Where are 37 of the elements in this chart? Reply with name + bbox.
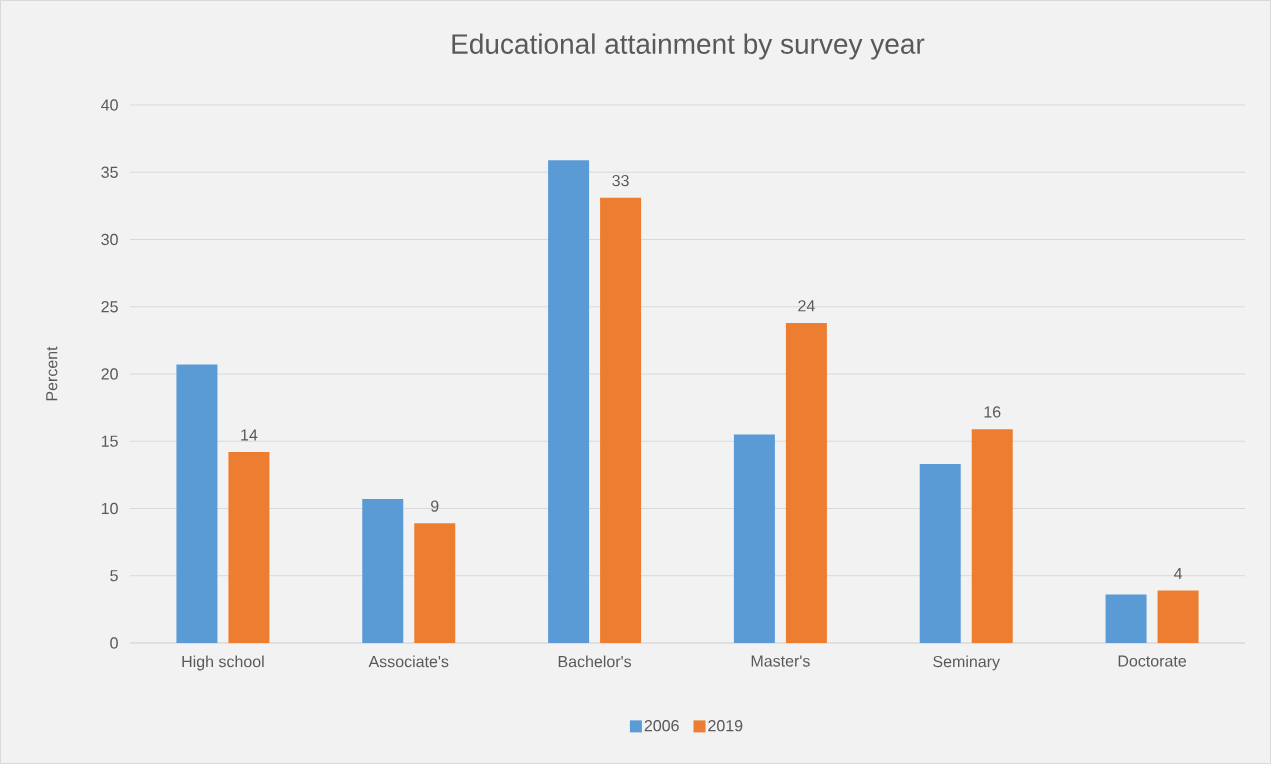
x-tick-label: Bachelor's [558, 655, 632, 668]
x-tick-label: Master's [751, 655, 810, 667]
x-tick-label: High school [182, 655, 264, 671]
data-label: 9 [431, 500, 439, 512]
bar [548, 160, 590, 643]
y-tick-label: 40 [101, 99, 118, 111]
bar [785, 322, 827, 643]
y-tick-label: 25 [101, 301, 118, 313]
bar [600, 197, 642, 643]
data-label: 4 [1173, 568, 1183, 580]
x-tick-label: Doctorate [1118, 655, 1187, 667]
data-label: 33 [612, 174, 629, 187]
bar [1157, 590, 1199, 643]
data-label: 14 [241, 429, 258, 441]
bar [176, 364, 218, 643]
bar [733, 434, 775, 643]
data-label: 24 [798, 300, 815, 312]
y-tick-label: 30 [101, 233, 118, 246]
x-tick-label: Associate's [368, 655, 449, 668]
data-label: 16 [984, 406, 1001, 418]
bar [414, 523, 456, 643]
bar [228, 452, 270, 643]
bar [1105, 594, 1147, 643]
bar [919, 464, 961, 643]
legend-label: 2019 [708, 720, 743, 732]
y-tick-label: 10 [101, 502, 118, 515]
bar [971, 429, 1013, 643]
y-tick-label: 15 [101, 435, 118, 447]
legend-label: 2006 [644, 720, 679, 732]
y-tick-label: 5 [110, 570, 118, 582]
chart-title: Educational attainment by survey year [452, 33, 925, 60]
y-tick-label: 0 [110, 637, 118, 649]
y-tick-label: 35 [101, 166, 118, 178]
y-axis-title: Percent [46, 346, 58, 401]
x-tick-label: Seminary [933, 655, 1000, 671]
bar [362, 499, 404, 643]
y-tick-label: 20 [101, 368, 118, 380]
